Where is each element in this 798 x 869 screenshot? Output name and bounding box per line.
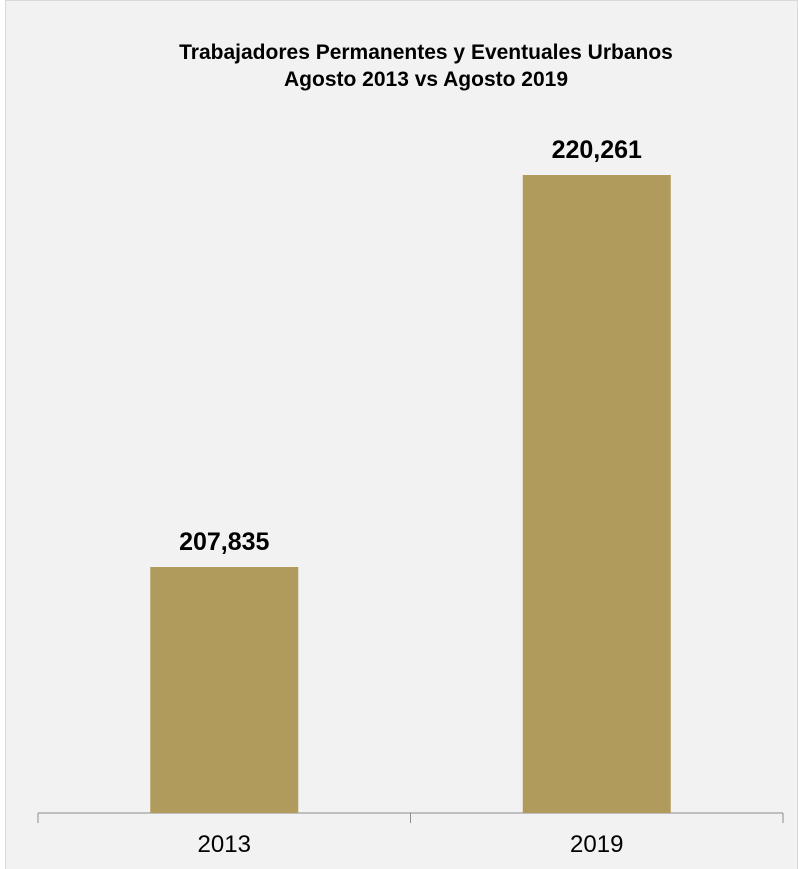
data-label-2013: 207,835 <box>179 528 269 556</box>
data-label-2019: 220,261 <box>552 136 642 164</box>
chart-title-line-1: Trabajadores Permanentes y Eventuales Ur… <box>179 41 673 64</box>
x-tick-label-2013: 2013 <box>198 831 251 858</box>
bar-2013 <box>150 567 299 813</box>
chart-title: Trabajadores Permanentes y Eventuales Ur… <box>126 39 726 93</box>
x-tick-label-2019: 2019 <box>570 831 623 858</box>
bar-2019 <box>522 175 671 813</box>
chart-title-line-2: Agosto 2013 vs Agosto 2019 <box>284 68 568 91</box>
